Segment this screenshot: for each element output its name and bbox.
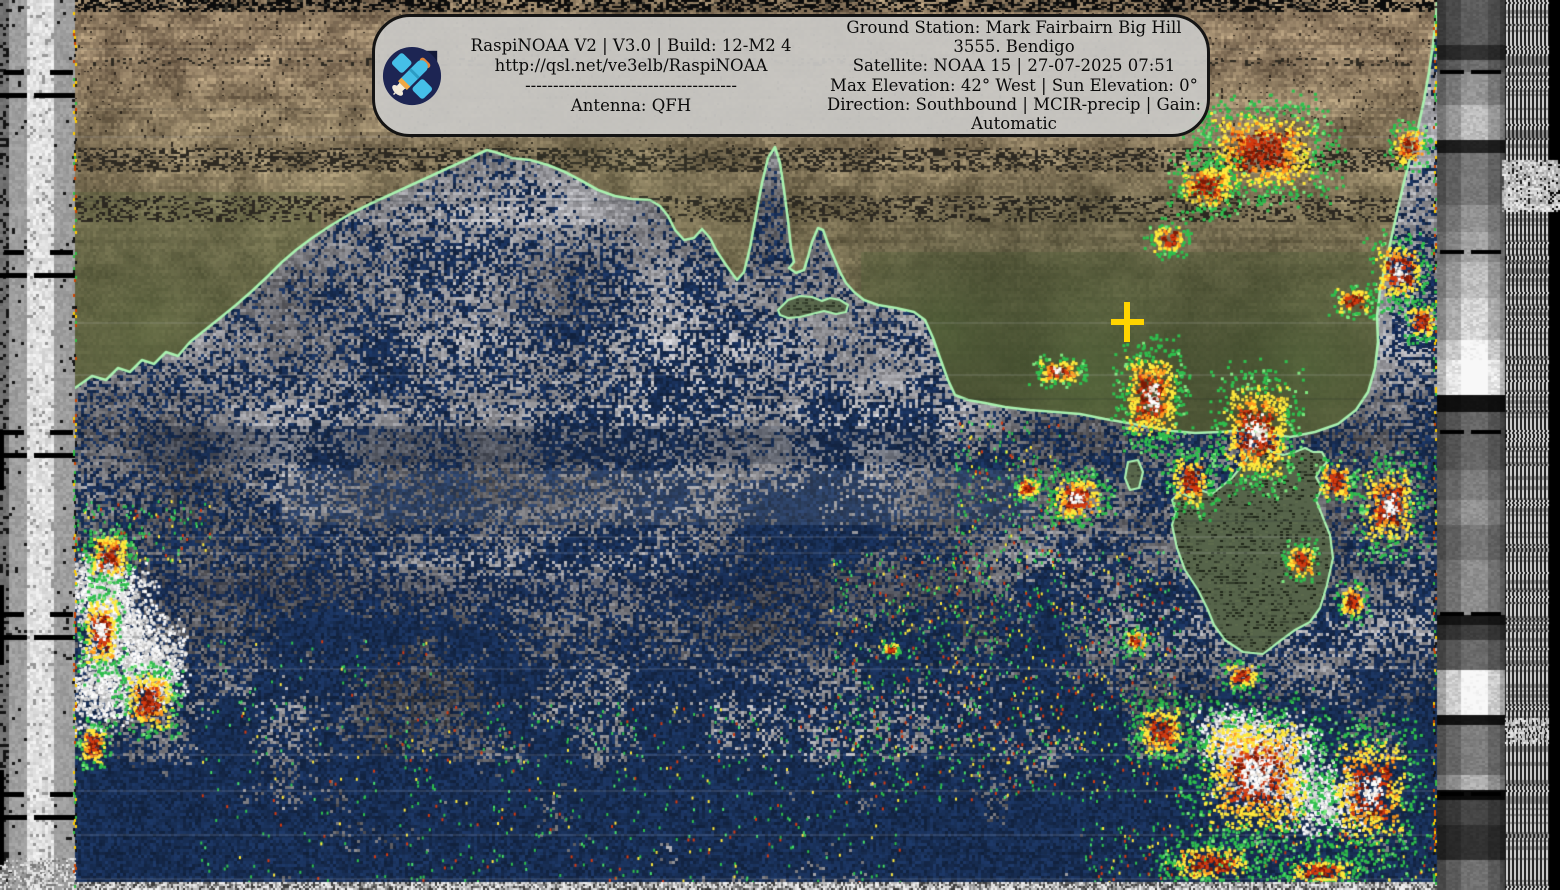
app-title: RaspiNOAA V2 | V3.0 | Build: 12-M2 4 — [470, 35, 792, 55]
app-url: http://qsl.net/ve3elb/RaspiNOAA — [494, 55, 768, 75]
separator-line: -------------------------------------- — [525, 75, 737, 95]
marker-vertical-bar — [1124, 302, 1130, 342]
pass-info-column: Ground Station: Mark Fairbairn Big Hill … — [823, 17, 1205, 134]
antenna-info: Antenna: QFH — [570, 95, 692, 115]
info-panel: RaspiNOAA V2 | V3.0 | Build: 12-M2 4 htt… — [372, 14, 1210, 137]
satellite-logo-icon — [382, 46, 442, 105]
direction-info: Direction: Southbound | MCIR-precip | Ga… — [826, 94, 1201, 133]
app-info-column: RaspiNOAA V2 | V3.0 | Build: 12-M2 4 htt… — [451, 17, 811, 134]
elevation-info: Max Elevation: 42° West | Sun Elevation:… — [830, 75, 1198, 95]
raspinoaa-logo — [381, 45, 443, 107]
ground-station-info: Ground Station: Mark Fairbairn Big Hill … — [846, 17, 1182, 57]
satellite-pass-info: Satellite: NOAA 15 | 27-07-2025 07:51 — [852, 56, 1176, 76]
